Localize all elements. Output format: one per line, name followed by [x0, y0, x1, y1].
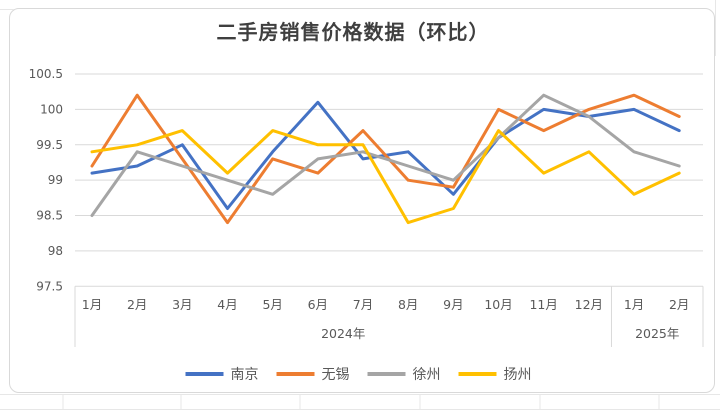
chart-container[interactable] [9, 8, 715, 393]
x-axis-month-label: 12月 [575, 297, 603, 312]
legend-item-yangzhou[interactable]: 扬州 [458, 367, 532, 383]
x-axis-month-label: 3月 [172, 297, 192, 312]
x-axis-month-label: 1月 [624, 297, 644, 312]
x-axis-month-label: 11月 [529, 297, 557, 312]
x-axis-month-label: 5月 [262, 297, 282, 312]
y-axis-tick-label: 97.5 [36, 279, 63, 293]
legend-item-xuzhou[interactable]: 徐州 [367, 367, 441, 383]
chart-title: 二手房销售价格数据（环比） [216, 20, 490, 44]
legend-item-wuxi[interactable]: 无锡 [276, 367, 350, 383]
x-axis-month-label: 2月 [669, 297, 689, 312]
legend-item-nanjing[interactable]: 南京 [185, 367, 259, 383]
x-axis-month-label: 2月 [127, 297, 147, 312]
x-axis-month-label: 8月 [398, 297, 418, 312]
y-axis-tick-label: 99.5 [36, 138, 63, 152]
series-line-xuzhou [90, 93, 681, 217]
x-axis-month-label: 10月 [484, 297, 512, 312]
x-axis-month-label: 4月 [217, 297, 237, 312]
y-axis-tick-label: 100.5 [29, 67, 63, 81]
x-axis-year-label: 2024年 [321, 326, 365, 341]
legend-label-wuxi: 无锡 [322, 367, 350, 383]
y-axis-tick-label: 99 [48, 173, 63, 187]
legend-label-yangzhou: 扬州 [504, 367, 532, 383]
y-axis-tick-label: 98.5 [36, 209, 63, 223]
y-axis-tick-label: 100 [40, 102, 63, 116]
legend-label-nanjing: 南京 [231, 367, 259, 383]
x-axis-month-label: 1月 [82, 297, 102, 312]
x-axis-year-label: 2025年 [635, 326, 679, 341]
series-line-yangzhou [90, 129, 681, 225]
legend-label-xuzhou: 徐州 [413, 367, 441, 383]
x-axis-month-label: 7月 [353, 297, 373, 312]
x-axis-month-label: 9月 [443, 297, 463, 312]
y-axis-tick-label: 98 [48, 244, 63, 258]
x-axis-month-label: 6月 [308, 297, 328, 312]
